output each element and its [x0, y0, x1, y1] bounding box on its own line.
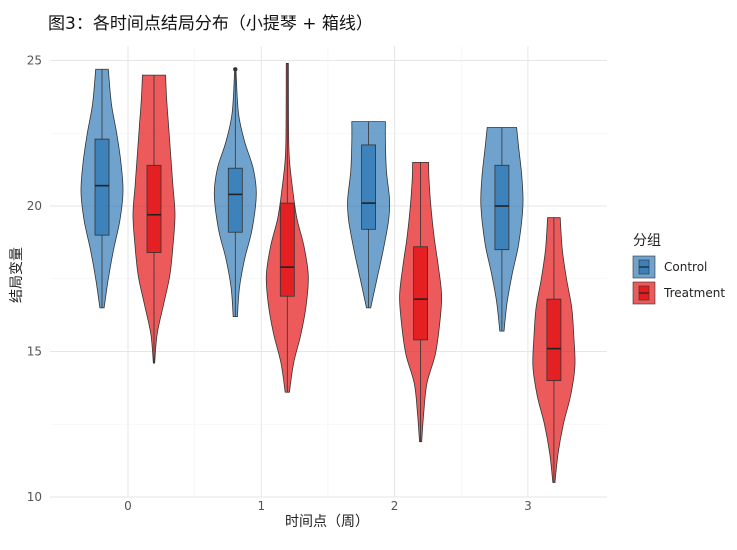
y-axis-ticks: 10 15 20 25 — [27, 54, 42, 504]
box-control-2 — [361, 144, 377, 230]
legend-label-control: Control — [664, 260, 707, 274]
box-treatment-3 — [546, 298, 562, 382]
box-control-1 — [227, 167, 243, 233]
box-control-3 — [494, 164, 510, 251]
box-treatment-2 — [413, 246, 429, 341]
x-axis-title: 时间点（周） — [285, 514, 369, 530]
y-tick-label: 10 — [27, 490, 42, 504]
x-axis-ticks: 0 1 2 3 — [124, 499, 532, 513]
y-tick-label: 20 — [27, 199, 42, 213]
plot-area — [80, 63, 576, 483]
legend-title: 分组 — [633, 233, 661, 249]
x-tick-label: 0 — [124, 499, 132, 513]
y-tick-label: 25 — [27, 54, 42, 68]
grid — [50, 46, 607, 498]
x-tick-label: 2 — [391, 499, 399, 513]
legend-label-treatment: Treatment — [663, 286, 725, 300]
y-tick-label: 15 — [27, 345, 42, 359]
x-tick-label: 1 — [257, 499, 265, 513]
outlier-point — [233, 67, 238, 72]
chart-title: 图3：各时间点结局分布（小提琴 + 箱线） — [48, 14, 373, 34]
box-control-0 — [94, 138, 110, 236]
box-treatment-0 — [146, 164, 162, 253]
x-tick-label: 3 — [524, 499, 532, 513]
box-treatment-1 — [279, 202, 295, 297]
y-axis-title: 结局变量 — [9, 247, 25, 303]
